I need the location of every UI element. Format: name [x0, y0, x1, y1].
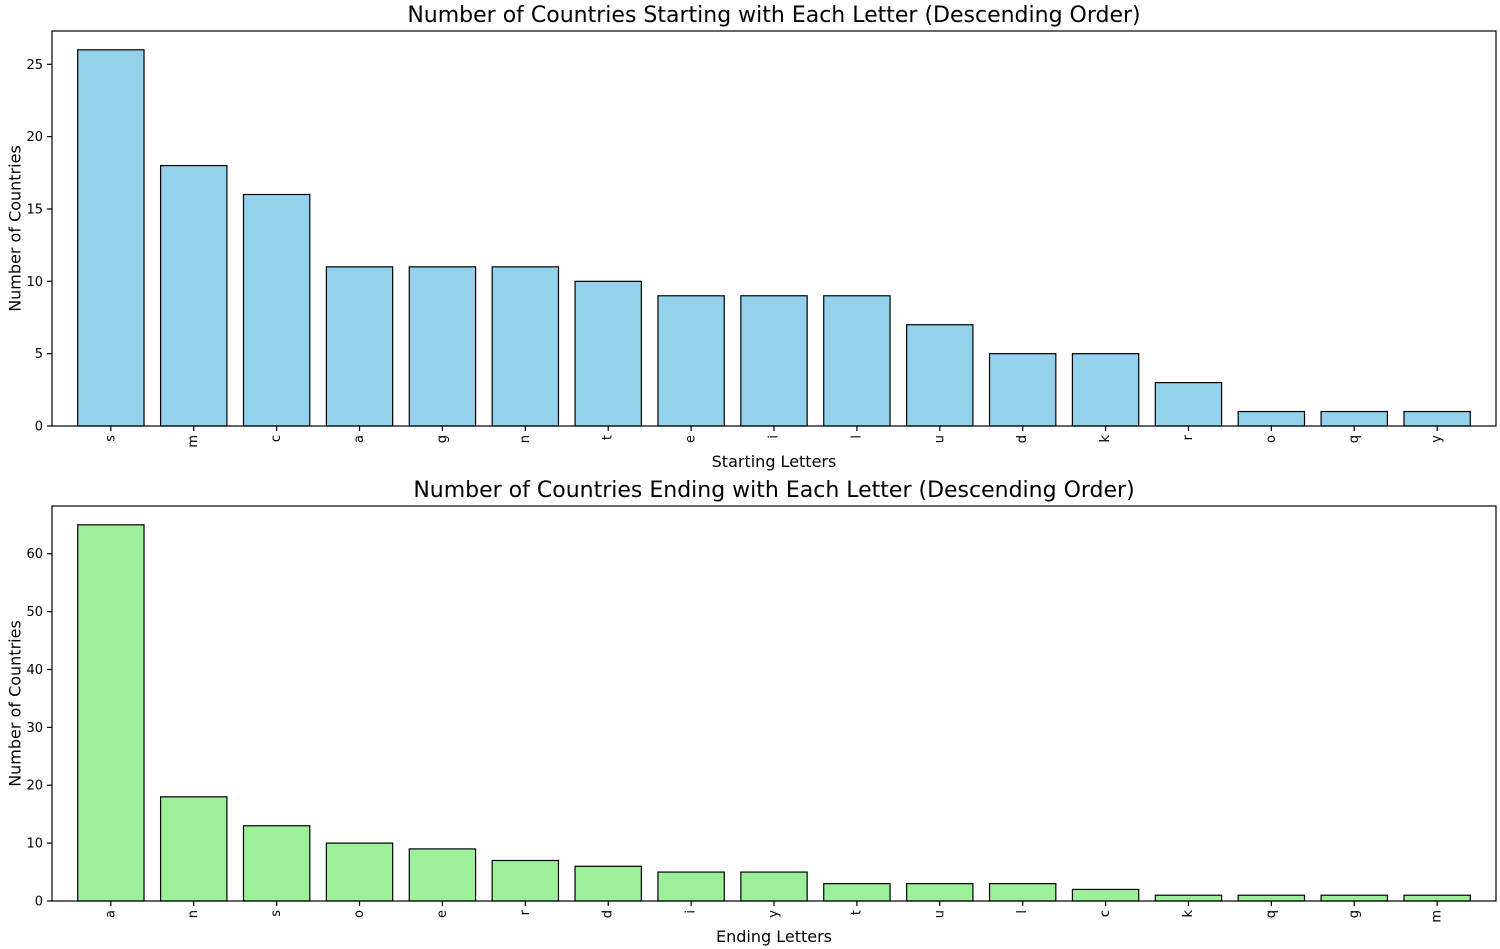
- y-tick-label: 50: [26, 605, 43, 620]
- plot-frame: [51, 30, 1497, 427]
- x-tick-label: i: [767, 435, 782, 439]
- bar-q: [1320, 410, 1389, 427]
- x-tick-label: m: [186, 435, 201, 448]
- bar-q: [1237, 894, 1306, 902]
- x-tick-label: l: [849, 435, 864, 439]
- x-tick-label: o: [1264, 435, 1279, 443]
- x-tick-label: m: [1430, 910, 1445, 923]
- y-tick-label: 20: [26, 779, 43, 794]
- bar-t: [823, 883, 891, 902]
- bar-c: [1071, 888, 1140, 902]
- y-tick-label: 25: [26, 58, 43, 73]
- x-tick-label: g: [1347, 910, 1362, 918]
- x-tick-label: r: [1181, 434, 1196, 440]
- bar-g: [1320, 894, 1389, 902]
- x-tick-label: c: [1098, 910, 1113, 917]
- bar-y: [1403, 410, 1471, 427]
- x-tick-label: d: [601, 910, 616, 918]
- bar-g: [408, 266, 477, 427]
- plot-frame: [51, 505, 1497, 902]
- bars: [77, 49, 1471, 427]
- starting-letters-chart: Number of Countries Starting with Each L…: [6, 3, 1497, 471]
- bar-r: [1154, 381, 1223, 427]
- bar-o: [1237, 410, 1306, 427]
- bar-y: [740, 871, 808, 902]
- bar-d: [574, 865, 642, 902]
- bar-u: [906, 883, 974, 902]
- y-ticks: 0 10 20 30 40 50 60: [26, 547, 52, 910]
- y-tick-label: 0: [35, 895, 43, 910]
- bar-k: [1071, 353, 1140, 427]
- bar-n: [491, 266, 560, 427]
- bar-s: [242, 825, 311, 902]
- bar-t: [574, 280, 642, 427]
- bar-r: [491, 859, 560, 902]
- x-tick-label: k: [1181, 910, 1196, 918]
- y-tick-label: 20: [26, 130, 43, 145]
- y-axis-label: Number of Countries: [6, 620, 25, 787]
- y-tick-label: 60: [26, 547, 43, 562]
- y-tick-label: 30: [26, 721, 43, 736]
- bar-i: [657, 871, 725, 902]
- y-tick-label: 40: [26, 663, 43, 678]
- x-tick-label: k: [1098, 435, 1113, 443]
- y-tick-label: 10: [26, 837, 43, 852]
- bar-u: [906, 324, 974, 427]
- chart-title: Number of Countries Starting with Each L…: [407, 3, 1140, 28]
- x-tick-label: l: [1015, 910, 1030, 914]
- bar-n: [159, 796, 228, 902]
- bar-a: [77, 524, 145, 902]
- x-tick-label: e: [435, 910, 450, 918]
- x-tick-label: y: [767, 910, 782, 918]
- x-tick-label: a: [352, 435, 367, 443]
- y-tick-label: 0: [35, 420, 43, 435]
- bar-s: [77, 49, 145, 427]
- x-tick-label: y: [1430, 435, 1445, 443]
- x-tick-label: s: [269, 910, 284, 917]
- x-tick-label: t: [601, 435, 616, 440]
- bar-l: [988, 883, 1057, 902]
- bar-k: [1154, 894, 1223, 902]
- bar-l: [823, 295, 891, 427]
- x-tick-label: d: [1015, 435, 1030, 443]
- y-axis-label: Number of Countries: [6, 145, 25, 312]
- bar-e: [408, 848, 477, 902]
- bar-a: [325, 266, 394, 427]
- x-tick-label: a: [103, 910, 118, 918]
- x-tick-label: r: [518, 909, 533, 915]
- bar-o: [325, 842, 394, 902]
- x-tick-label: q: [1347, 435, 1362, 443]
- chart-title: Number of Countries Ending with Each Let…: [413, 478, 1134, 503]
- ending-letters-chart: Number of Countries Ending with Each Let…: [6, 478, 1497, 946]
- x-tick-label: g: [435, 435, 450, 443]
- x-tick-label: n: [518, 435, 533, 443]
- x-tick-label: q: [1264, 910, 1279, 918]
- bar-m: [159, 164, 228, 427]
- x-tick-label: u: [932, 910, 947, 918]
- x-tick-label: o: [352, 910, 367, 918]
- x-tick-label: i: [684, 910, 699, 914]
- x-axis-label: Ending Letters: [716, 927, 832, 946]
- x-tick-label: u: [932, 435, 947, 443]
- bars: [77, 524, 1471, 902]
- bar-c: [242, 193, 311, 427]
- bar-m: [1403, 894, 1471, 902]
- x-tick-label: t: [849, 910, 864, 915]
- bar-i: [740, 295, 808, 427]
- y-tick-label: 5: [35, 347, 43, 362]
- x-tick-label: s: [103, 435, 118, 442]
- x-tick-label: n: [186, 910, 201, 918]
- bar-d: [988, 353, 1057, 427]
- y-tick-label: 10: [26, 275, 43, 290]
- x-tick-label: e: [684, 435, 699, 443]
- bar-e: [657, 295, 725, 427]
- y-tick-label: 15: [26, 202, 43, 217]
- x-axis-label: Starting Letters: [712, 452, 837, 471]
- x-tick-label: c: [269, 435, 284, 442]
- y-ticks: 0 5 10 15 20 25: [26, 58, 52, 435]
